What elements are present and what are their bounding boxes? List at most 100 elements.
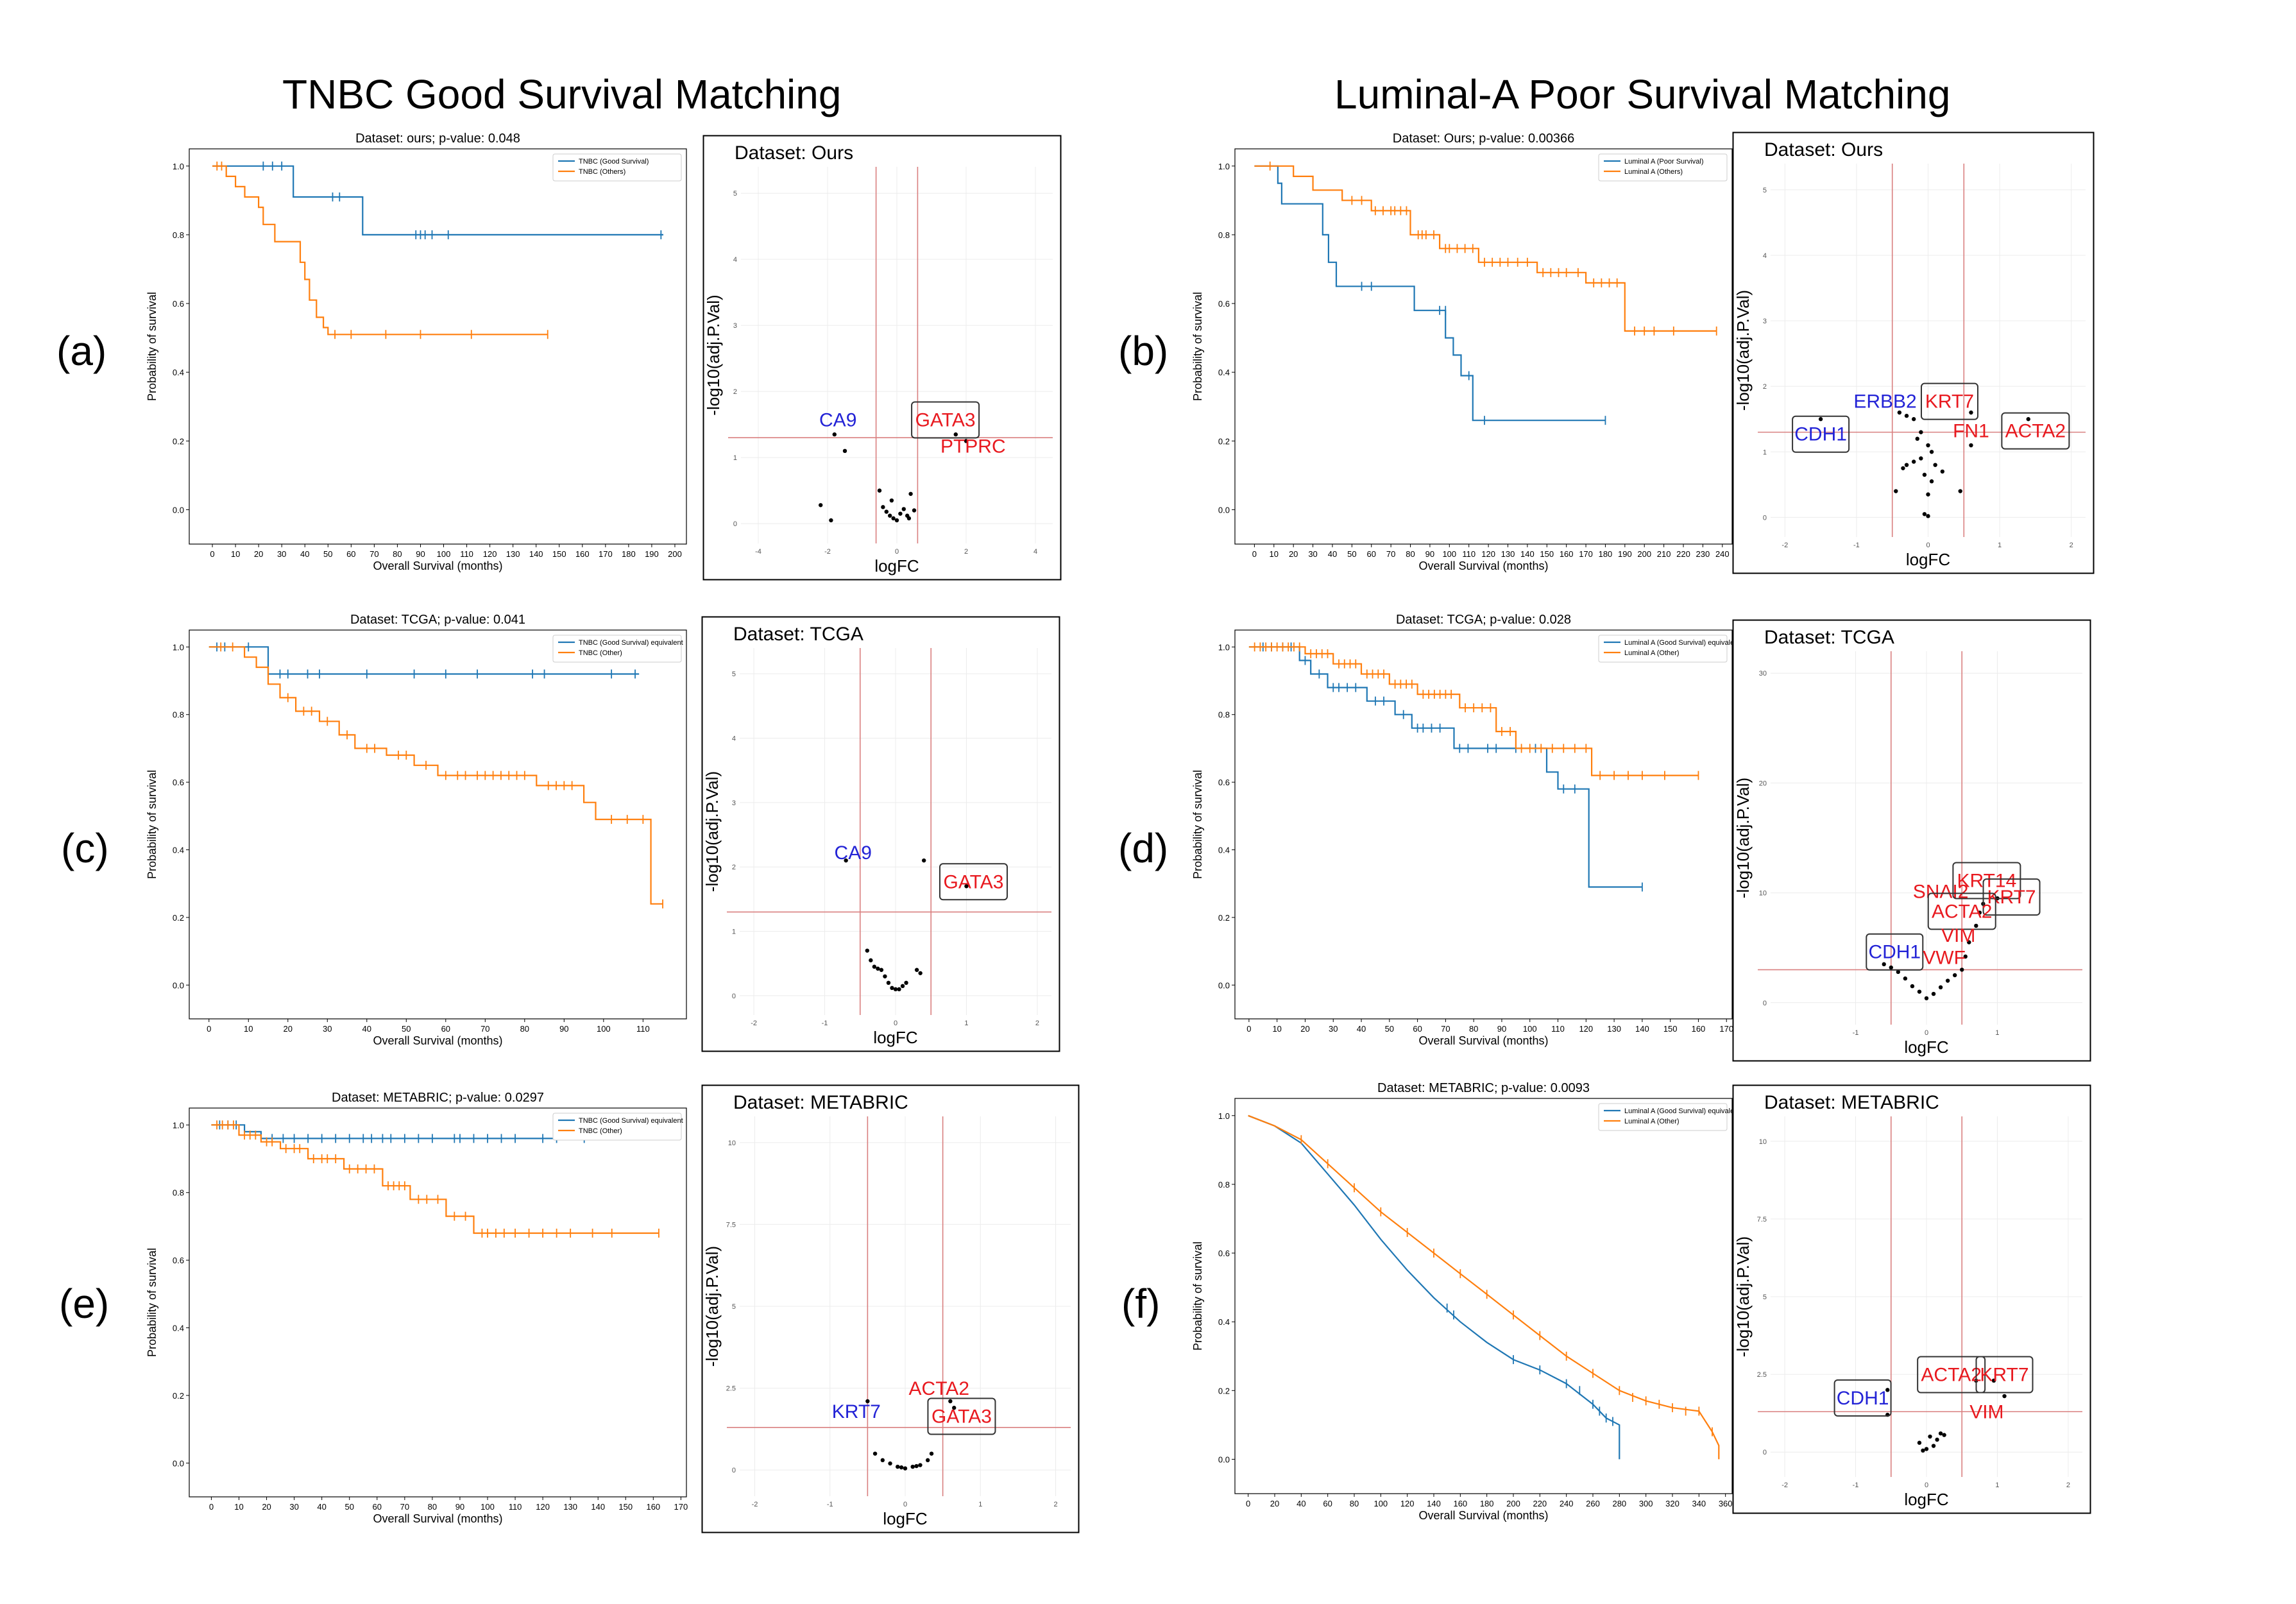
x-tick-label: 150 [1540, 549, 1554, 559]
gene-label-box [1975, 1356, 2034, 1394]
x-tick-label: 40 [362, 1024, 371, 1034]
gene-point [1933, 463, 1937, 467]
gene-label: KRT7 [832, 1401, 881, 1422]
km-chart-f: Dataset: METABRIC; p-value: 0.0093 0 20 40 6… [1191, 1081, 1739, 1522]
gene-point [880, 1458, 885, 1463]
y-tick-label: 0 [1763, 1449, 1767, 1456]
x-tick-label: 140 [529, 549, 543, 559]
gene-point [896, 1464, 900, 1469]
x-tick-label: 2 [2070, 542, 2073, 549]
y-tick-label: 1.0 [173, 162, 184, 171]
gene-point [948, 1399, 953, 1404]
x-tick-label: 20 [284, 1024, 293, 1034]
x-tick-label: 60 [1367, 549, 1376, 559]
x-tick-label: 90 [1497, 1024, 1506, 1034]
x-tick-label: -2 [1782, 542, 1788, 549]
gene-point [879, 968, 884, 972]
chart-title: Dataset: METABRIC [733, 1092, 908, 1113]
x-tick-label: 80 [1469, 1024, 1478, 1034]
gene-point [1911, 459, 1916, 464]
gene-point [888, 513, 892, 518]
x-tick-label: 100 [597, 1024, 611, 1034]
survival-curve-1 [212, 165, 663, 235]
volcano-chart-c: Dataset: TCGA -2 -1 0 1 2 0 1 2 3 4 5 CA9 GATA3 logFC -… [701, 616, 1060, 1052]
y-tick-label: 2 [1763, 383, 1767, 391]
y-tick-label: 0.6 [1218, 299, 1230, 309]
gene-point [918, 971, 923, 975]
gene-point [1818, 417, 1823, 422]
gene-point [1938, 1431, 1943, 1436]
x-tick-label: 2 [2066, 1481, 2070, 1489]
chart-title: Dataset: METABRIC [1764, 1092, 1939, 1113]
y-tick-label: 5 [732, 1303, 736, 1311]
x-tick-label: 150 [1663, 1024, 1678, 1034]
gene-label: ACTA2 [2005, 421, 2066, 442]
x-tick-label: 0 [1246, 1499, 1250, 1508]
gene-point [898, 511, 903, 516]
y-tick-label: 0.8 [1218, 1180, 1230, 1190]
gene-point [1922, 472, 1927, 477]
gene-point [893, 987, 898, 992]
x-tick-label: 1 [1998, 542, 2002, 549]
legend-entry: Luminal A (Good Survival) equivalent [1624, 1107, 1739, 1115]
y-axis-label: -log10(adj.P.Val) [1733, 778, 1753, 898]
x-tick-label: 180 [622, 549, 636, 559]
gene-point [894, 518, 899, 523]
gene-point [1915, 436, 1919, 441]
gene-point [1991, 1378, 1996, 1383]
gene-point [1911, 417, 1916, 422]
volcano-chart-f: Dataset: METABRIC -2 -1 0 1 2 0 2.5 5 7.5 10 CDH1 AC… [1732, 1084, 2091, 1514]
gene-point [1977, 910, 1982, 915]
km-chart-b: Dataset: Ours; p-value: 0.00366 0 10 20 30 40… [1191, 132, 1733, 572]
y-tick-label: 10 [728, 1139, 736, 1147]
y-tick-label: 3 [733, 322, 737, 330]
y-tick-label: 4 [1763, 252, 1767, 260]
y-tick-label: 0.0 [1218, 505, 1230, 515]
km-chart-e: Dataset: METABRIC; p-value: 0.0297 0 10 20 3… [146, 1091, 688, 1525]
gene-label-box [939, 863, 1008, 901]
y-tick-label: 0.6 [173, 778, 184, 787]
survival-curve-2 [208, 646, 663, 905]
gene-label: CDH1 [1868, 942, 1921, 963]
y-axis-label: Probability of survival [1191, 1241, 1204, 1351]
panel-label-b: (b) [1118, 328, 1169, 374]
x-tick-label: 320 [1665, 1499, 1679, 1508]
y-tick-label: 7.5 [1757, 1216, 1767, 1224]
y-tick-label: 0.0 [173, 505, 184, 515]
x-tick-label: 130 [1501, 549, 1515, 559]
gene-point [829, 518, 833, 523]
panel-frame [701, 616, 1060, 1052]
gene-point [1889, 965, 1893, 970]
x-tick-label: 2 [1035, 1020, 1039, 1027]
chart-title: Dataset: Ours [735, 142, 853, 164]
x-tick-label: 70 [1386, 549, 1395, 559]
panel-frame [701, 1084, 1080, 1533]
x-tick-label: 50 [1347, 549, 1356, 559]
gene-point [1963, 954, 1968, 959]
x-tick-label: 60 [373, 1502, 382, 1512]
y-tick-label: 0.2 [173, 913, 184, 923]
legend-box [552, 1113, 682, 1141]
km-chart-c: Dataset: TCGA; p-value: 0.041 0 10 20 30 40 50… [146, 613, 687, 1047]
x-axis-label: logFC [874, 556, 919, 576]
gene-point [1924, 1447, 1929, 1451]
x-tick-label: 100 [1523, 1024, 1537, 1034]
x-tick-label: 180 [1599, 549, 1613, 559]
x-tick-label: 30 [1308, 549, 1317, 559]
y-tick-label: 0.4 [173, 846, 184, 855]
gene-label: KRT7 [1925, 391, 1974, 413]
x-tick-label: 100 [437, 549, 451, 559]
gene-label-box [1952, 862, 2021, 900]
x-tick-label: 150 [552, 549, 566, 559]
x-tick-label: 160 [1560, 549, 1574, 559]
x-tick-label: 300 [1639, 1499, 1653, 1508]
y-tick-label: 0.4 [1218, 1317, 1230, 1327]
x-tick-label: 120 [1400, 1499, 1415, 1508]
x-tick-label: 10 [244, 1024, 253, 1034]
survival-curve-2 [1248, 646, 1699, 776]
x-tick-label: 40 [1297, 1499, 1305, 1508]
gene-point [889, 498, 894, 503]
x-tick-label: 4 [1033, 548, 1037, 556]
gene-point [1929, 479, 1934, 484]
x-tick-label: 50 [344, 1502, 353, 1512]
